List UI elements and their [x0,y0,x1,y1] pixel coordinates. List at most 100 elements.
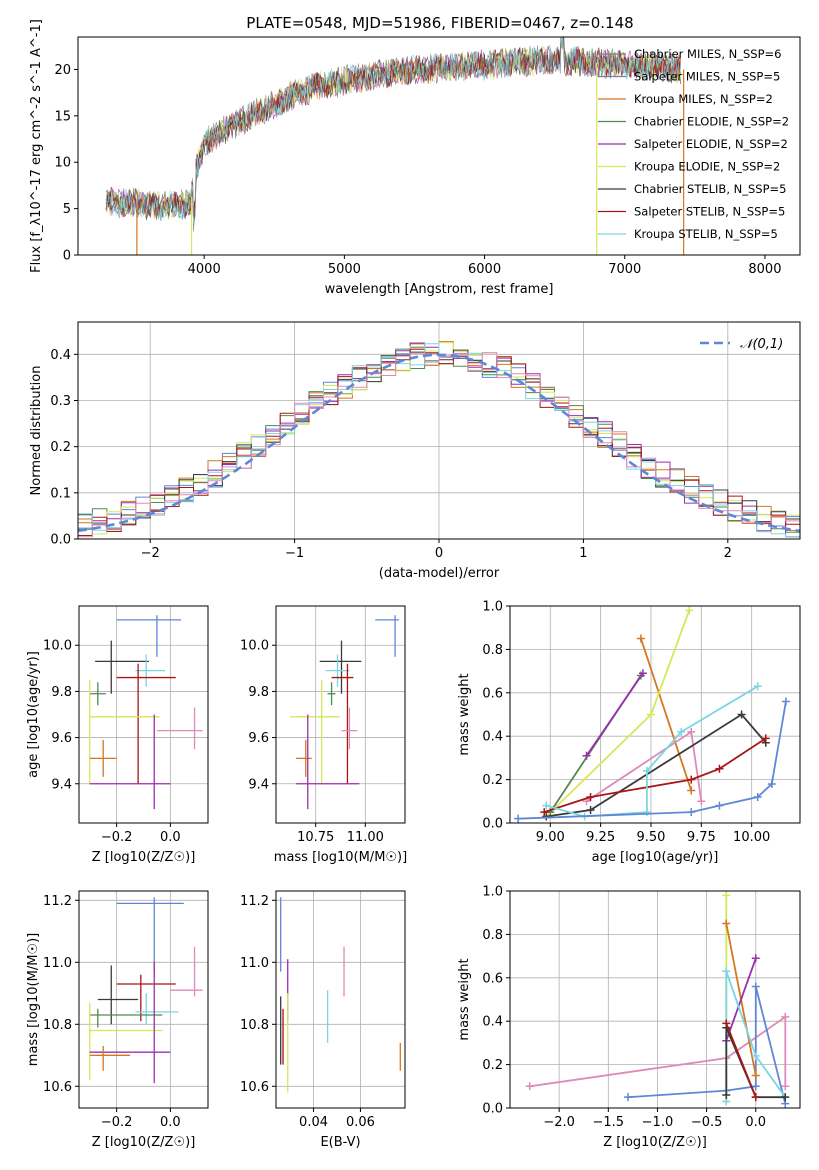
weight-point [623,1093,632,1102]
x-tick-label: 10.00 [733,830,770,845]
weight-point [722,1019,731,1028]
spectrum-legend: Chabrier MILES, N_SSP=6 Salpeter MILES, N… [598,47,789,241]
x-tick-label: −1 [285,546,304,561]
errorbars [89,897,203,1084]
residuals-axes: −2 −1 0 1 2 0.0 0.1 0.2 0.3 0.4 (data-model)/error… [29,321,801,581]
legend-label: Salpeter MILES, N_SSP=5 [634,70,780,84]
weight-point [767,779,776,788]
axes-frame [78,890,209,1109]
weight-point [751,1093,760,1102]
weight-line [518,701,787,820]
y-tick-label: 10.0 [240,639,269,654]
errorbar [89,1002,163,1081]
weight-line [585,672,644,757]
errorbar [341,707,358,750]
x-axis-label: E(B-V) [320,1135,360,1150]
y-tick-label: 5 [63,202,71,217]
x-tick-label: 0.0 [160,830,181,845]
weight-point [687,808,696,817]
weight-lines [514,606,790,823]
x-tick-label: 2 [724,546,732,561]
x-tick-label: 4000 [188,262,221,277]
weight-line [546,713,767,818]
legend-label: Kroupa ELODIE, N_SSP=2 [634,160,780,174]
weight-point [737,710,746,719]
weight-point [781,1082,790,1091]
y-tick-label: 1.0 [482,600,503,615]
y-tick-label: 0.2 [50,440,71,455]
spectrum-axes: 4000 5000 6000 7000 8000 0 5 10 15 20 wavelength [… [29,19,801,297]
spectrum-lines [105,37,685,255]
weight-point [715,764,724,773]
errorbar [89,1008,163,1028]
axes-frame [275,890,406,1109]
x-tick-label: 9.00 [536,830,565,845]
weight-point [642,808,651,817]
x-tick-label: 6000 [468,262,501,277]
figure-title: PLATE=0548, MJD=51986, FIBERID=0467, z=0… [246,14,633,32]
errorbar [135,654,165,687]
axes-frame [509,605,801,824]
spectrum-line [105,37,681,224]
x-tick-label: 0.0 [745,1115,766,1130]
legend-label: Chabrier ELODIE, N_SSP=2 [634,115,789,129]
legend-label: Salpeter ELODIE, N_SSP=2 [634,137,788,151]
x-tick-label: 9.50 [636,830,665,845]
weight-point [722,919,731,928]
x-tick-label: 0 [435,546,443,561]
y-tick-label: 0.2 [482,1058,503,1073]
weight-point [751,1071,760,1080]
x-tick-label: 8000 [748,262,781,277]
errorbar [89,962,171,1084]
legend-label: 𝒩(0,1) [740,337,783,352]
y-axis-label: mass weight [457,673,472,755]
y-tick-label: 9.8 [248,685,269,700]
histogram-step [78,341,800,531]
errorbar [170,946,203,997]
x-tick-label: −0.5 [691,1115,723,1130]
mass-vs-Z-axes: −0.2 0.0 10.6 10.8 11.0 11.2 Z [log10(Z/Z☉)] ma… [26,890,209,1150]
y-tick-label: 0.3 [50,394,71,409]
x-axis-label: Z [log10(Z/Z☉)] [92,850,196,865]
weight-point [642,766,651,775]
errorbar [295,714,360,810]
x-tick-label: 1 [579,546,587,561]
legend-label: Chabrier MILES, N_SSP=6 [634,47,781,61]
y-tick-label: 0.0 [482,1102,503,1117]
weight-point [525,1082,534,1091]
weight-point [781,1093,790,1102]
x-tick-label: 10.75 [297,830,334,845]
y-tick-label: 0.4 [50,348,71,363]
weight-point [753,682,762,691]
y-axis-label: Flux [f_λ10^-17 erg cm^-2 s^-1 A^-1] [29,19,44,273]
y-tick-label: 0.0 [482,817,503,832]
y-tick-label: 1.0 [482,885,503,900]
x-tick-label: −2 [141,546,160,561]
weight-point [722,967,731,976]
weight-point [586,805,595,814]
errorbar [375,615,400,657]
errorbar [135,993,179,1025]
y-tick-label: 11.2 [43,894,72,909]
y-tick-label: 0.8 [482,928,503,943]
errorbars [289,615,400,810]
y-tick-label: 0.4 [482,1015,503,1030]
x-tick-label: 9.25 [586,830,615,845]
errorbar [89,714,171,810]
weight-line [725,1023,757,1098]
y-tick-label: 20 [54,63,71,78]
y-tick-label: 10 [54,156,71,171]
x-tick-label: 11.00 [347,830,384,845]
weight-point [781,1012,790,1021]
weight-point [687,775,696,784]
y-tick-label: 10.6 [240,1080,269,1095]
y-tick-label: 0.2 [482,773,503,788]
weight-line [546,685,759,818]
legend-label: Kroupa STELIB, N_SSP=5 [634,227,778,241]
weight-point [540,808,549,817]
errorbar [295,739,312,777]
y-tick-label: 9.4 [51,777,72,792]
weight-point [646,710,655,719]
weight-point [715,801,724,810]
x-axis-label: age [log10(age/yr)] [592,850,719,865]
